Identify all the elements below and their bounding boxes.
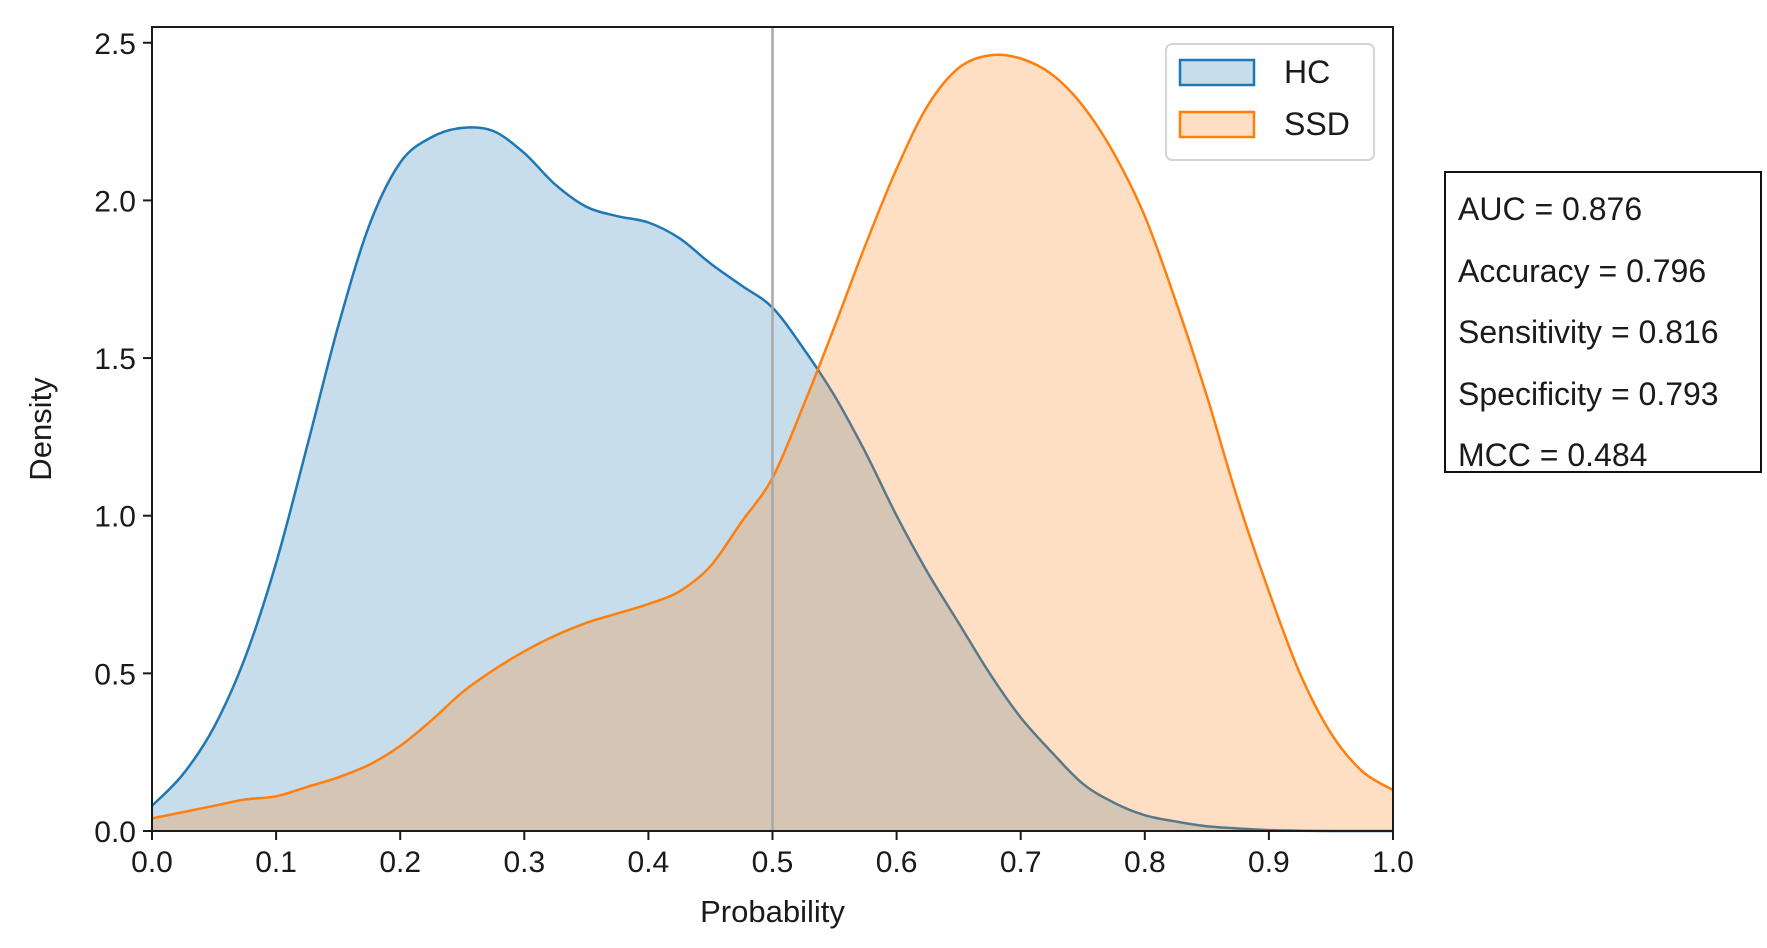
- metrics-box: AUC = 0.876 Accuracy = 0.796 Sensitivity…: [1444, 171, 1762, 473]
- x-axis-label: Probability: [700, 894, 845, 929]
- tick-labels: 0.0 0.1 0.2 0.3 0.4 0.5 0.6 0.7 0.8 0.9 1.0 0.0 0.5 1…: [94, 28, 1414, 879]
- legend-frame: [1165, 43, 1375, 161]
- x-tick-label: 0.1: [255, 846, 297, 879]
- area-ssd: [152, 54, 1393, 831]
- x-tick-label: 0.3: [503, 846, 545, 879]
- x-tick-label: 0.8: [1124, 846, 1166, 879]
- metric-auc: AUC = 0.876: [1458, 191, 1643, 227]
- legend-swatch-hc: [1178, 58, 1256, 87]
- x-tick-label: 0.6: [876, 846, 918, 879]
- y-axis-label: Density: [23, 377, 58, 481]
- y-tick-label: 1.5: [94, 343, 136, 376]
- line-hc: [151, 126, 1394, 833]
- x-tick-label: 0.4: [628, 846, 670, 879]
- y-tick-label: 2.0: [94, 185, 136, 218]
- y-tick-label: 0.5: [94, 658, 136, 691]
- y-tick-label: 0.0: [94, 816, 136, 849]
- x-tick-label: 0.5: [752, 846, 794, 879]
- legend-label-hc: HC: [1284, 54, 1330, 90]
- x-tick-label: 1.0: [1372, 846, 1414, 879]
- metric-sensitivity: Sensitivity = 0.816: [1458, 314, 1719, 350]
- x-tick-label: 0.0: [131, 846, 173, 879]
- metric-mcc: MCC = 0.484: [1458, 437, 1648, 473]
- metric-accuracy: Accuracy = 0.796: [1458, 252, 1707, 289]
- line-ssd: [151, 53, 1394, 820]
- y-tick-label: 1.0: [94, 501, 136, 534]
- legend: HC SSD: [1165, 43, 1375, 161]
- x-tick-label: 0.9: [1248, 846, 1290, 879]
- x-tick-label: 0.2: [379, 846, 421, 879]
- metric-specificity: Specificity = 0.793: [1458, 375, 1719, 412]
- legend-label-ssd: SSD: [1284, 106, 1350, 142]
- x-tick-label: 0.7: [1000, 846, 1042, 879]
- y-tick-label: 2.5: [94, 28, 136, 61]
- legend-swatch-ssd: [1178, 110, 1256, 139]
